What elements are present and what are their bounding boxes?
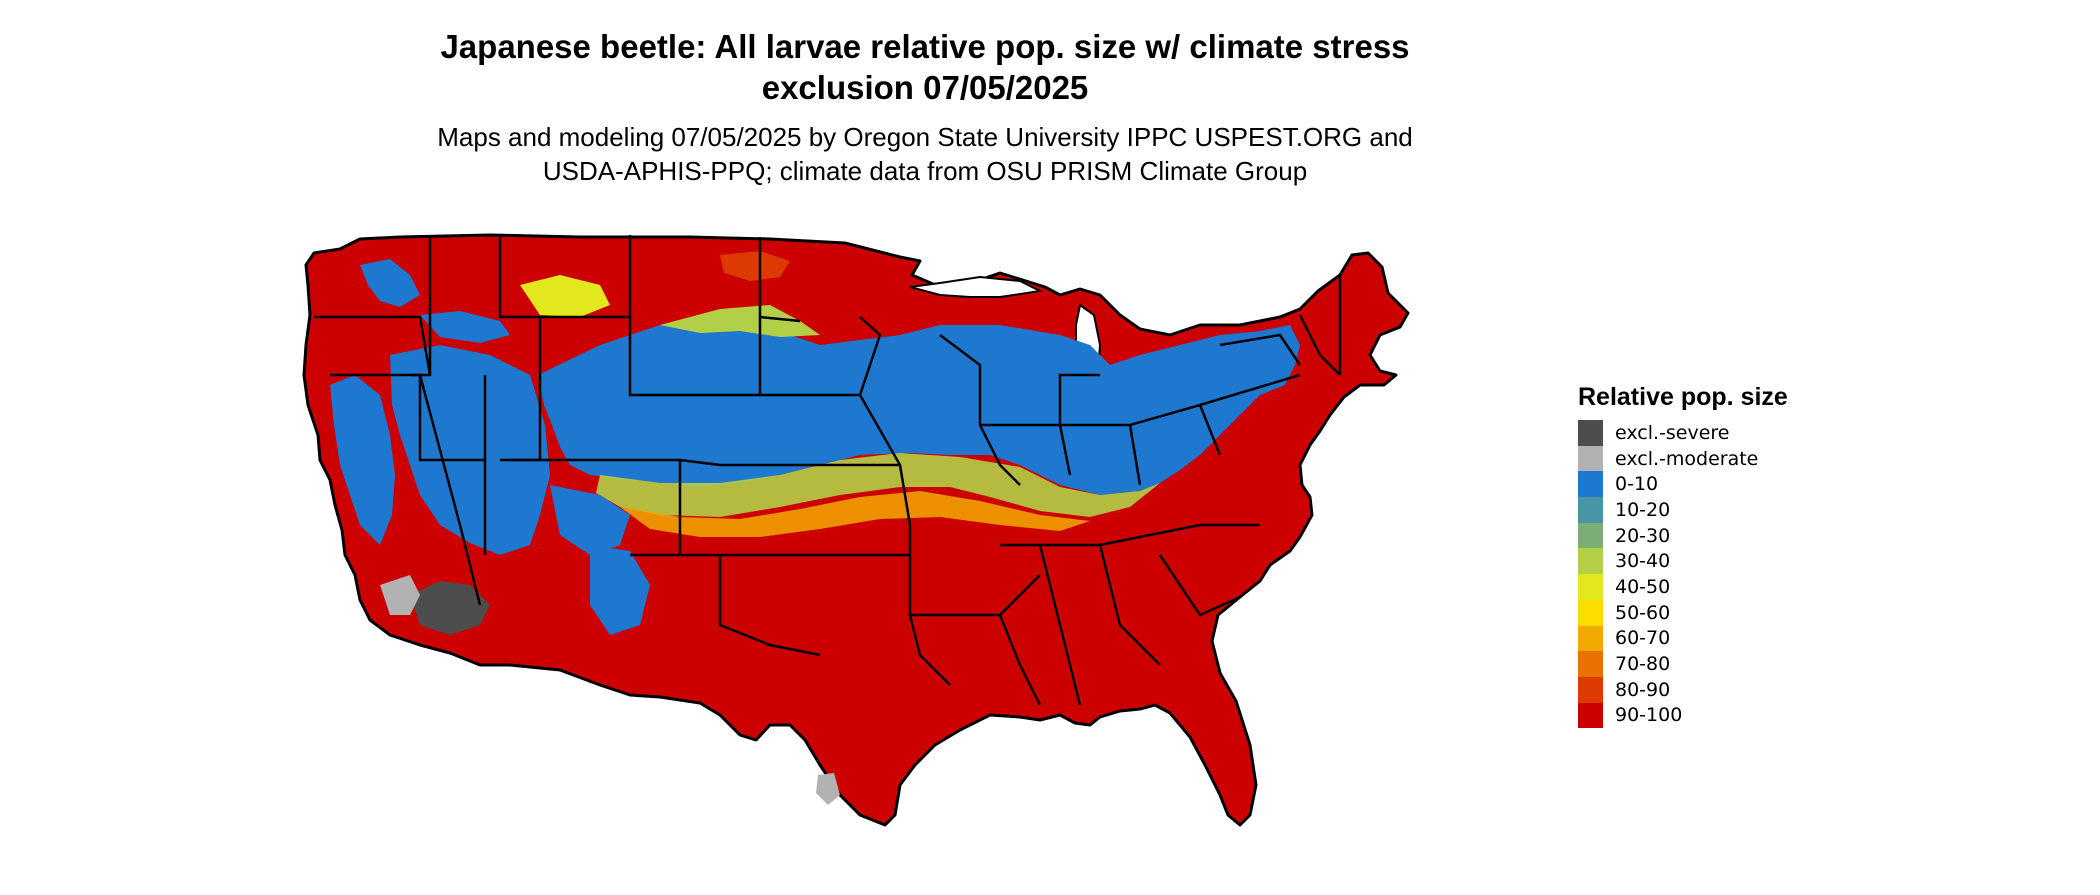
legend-label: excl.-moderate bbox=[1615, 447, 1759, 470]
zone-0-10-midwest bbox=[538, 313, 1300, 495]
legend-label: 40-50 bbox=[1615, 575, 1671, 598]
lake-superior bbox=[909, 275, 1044, 298]
map-title-line-2: exclusion 07/05/2025 bbox=[761, 69, 1089, 106]
legend-item: 50-60 bbox=[1578, 599, 1998, 626]
legend-title: Relative pop. size bbox=[1578, 383, 1788, 411]
legend-item: excl.-severe bbox=[1578, 420, 1998, 446]
map-title: Japanese beetle: All larvae relative pop… bbox=[0, 26, 1850, 108]
legend-label: 60-70 bbox=[1615, 627, 1671, 650]
legend-label: 70-80 bbox=[1615, 653, 1671, 676]
legend-label: 10-20 bbox=[1615, 498, 1671, 521]
legend-swatch bbox=[1578, 702, 1603, 729]
legend-item: 70-80 bbox=[1578, 651, 1998, 677]
map-title-line-1: Japanese beetle: All larvae relative pop… bbox=[440, 28, 1410, 65]
map-subtitle-line-1: Maps and modeling 07/05/2025 by Oregon S… bbox=[437, 122, 1413, 152]
legend-label: 80-90 bbox=[1615, 678, 1671, 701]
legend-swatch bbox=[1578, 574, 1603, 600]
zone-transition-south bbox=[596, 453, 1160, 517]
legend-item: excl.-moderate bbox=[1578, 445, 1998, 472]
legend-label: 50-60 bbox=[1615, 601, 1671, 624]
zone-excl-moderate-texas bbox=[816, 773, 840, 805]
legend-label: 0-10 bbox=[1615, 473, 1659, 496]
legend-swatch bbox=[1578, 522, 1603, 549]
legend-swatch bbox=[1578, 625, 1603, 652]
legend-label: 20-30 bbox=[1615, 524, 1671, 547]
legend-label: 90-100 bbox=[1615, 704, 1683, 727]
zone-0-10-northwest bbox=[360, 259, 420, 307]
legend-swatch bbox=[1578, 445, 1603, 472]
legend-item: 60-70 bbox=[1578, 625, 1998, 652]
legend-swatch bbox=[1578, 471, 1603, 498]
legend-item: 90-100 bbox=[1578, 702, 1998, 729]
legend-item: 10-20 bbox=[1578, 497, 1998, 523]
legend-item: 30-40 bbox=[1578, 548, 1998, 575]
map-subtitle-line-2: USDA-APHIS-PPQ; climate data from OSU PR… bbox=[542, 156, 1308, 186]
us-population-map bbox=[302, 233, 1410, 827]
zone-transition-wyoming bbox=[520, 275, 610, 317]
legend-swatch bbox=[1578, 599, 1603, 626]
legend-item: 40-50 bbox=[1578, 574, 1998, 600]
legend-swatch bbox=[1578, 651, 1603, 677]
legend-swatch bbox=[1578, 548, 1603, 575]
zone-transition-orange bbox=[620, 491, 1090, 537]
legend: Relative pop. size excl.-severe excl.-mo… bbox=[1578, 380, 1998, 729]
legend-items: excl.-severe excl.-moderate 0-10 10-20 2… bbox=[1578, 420, 1998, 729]
zone-0-10-new-mexico bbox=[590, 545, 650, 635]
legend-item: 0-10 bbox=[1578, 471, 1998, 498]
zone-transition-dakota bbox=[720, 251, 790, 281]
legend-swatch bbox=[1578, 676, 1603, 703]
zone-0-10-great-basin bbox=[390, 345, 550, 555]
state-boundaries bbox=[314, 235, 1342, 706]
zone-excl-moderate-arizona bbox=[380, 575, 420, 615]
zone-transition-north bbox=[660, 305, 820, 337]
zone-0-10-california bbox=[330, 375, 395, 545]
legend-swatch bbox=[1578, 497, 1603, 523]
legend-swatch bbox=[1578, 420, 1603, 446]
zone-0-10-colorado-plateau bbox=[550, 485, 630, 555]
legend-item: 80-90 bbox=[1578, 676, 1998, 703]
map-subtitle: Maps and modeling 07/05/2025 by Oregon S… bbox=[0, 120, 1850, 188]
legend-label: excl.-severe bbox=[1615, 421, 1730, 444]
legend-label: 30-40 bbox=[1615, 550, 1671, 573]
zone-0-10-idaho bbox=[420, 311, 510, 343]
zone-excl-severe bbox=[410, 581, 490, 635]
legend-item: 20-30 bbox=[1578, 522, 1998, 549]
